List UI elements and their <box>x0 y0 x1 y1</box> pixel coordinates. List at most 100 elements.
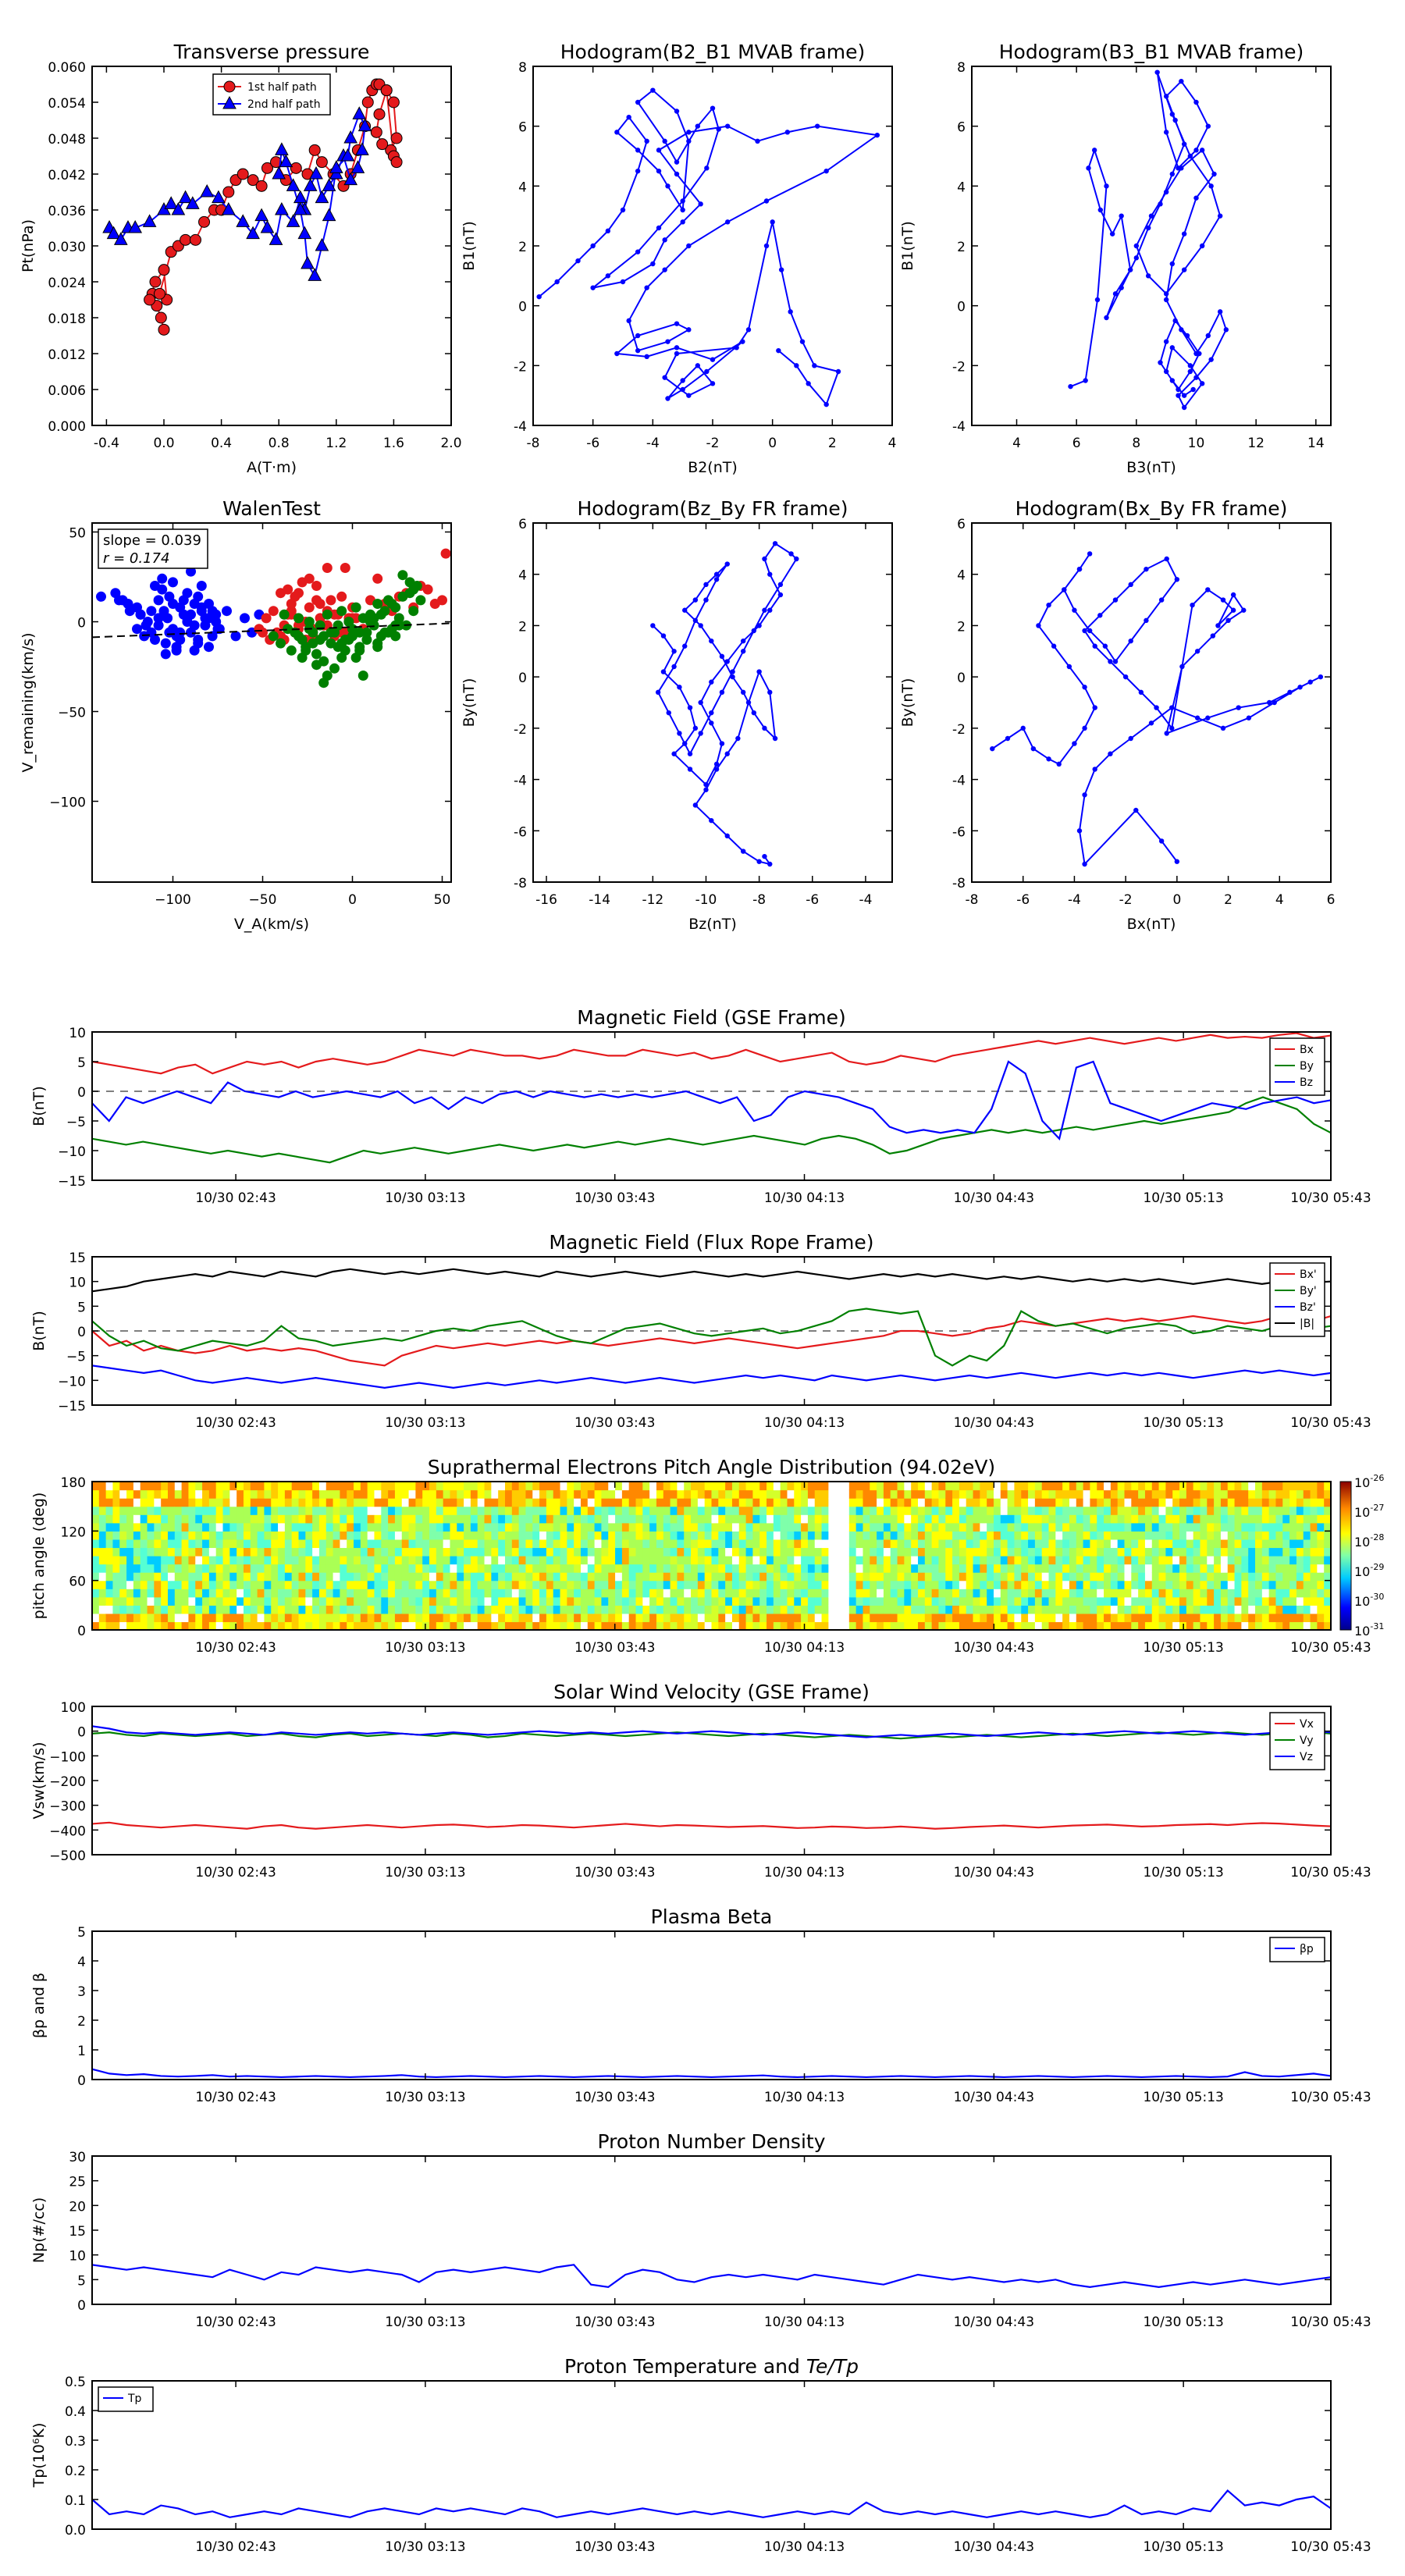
heatmap-cell <box>161 1605 169 1614</box>
heatmap-cell <box>704 1596 713 1606</box>
x-tick-label: 2 <box>1224 892 1232 908</box>
heatmap-cell <box>92 1506 100 1515</box>
data-point <box>212 190 226 204</box>
heatmap-cell <box>415 1482 423 1491</box>
heatmap-cell <box>436 1514 444 1524</box>
x-axis-label: B2(nT) <box>688 459 738 476</box>
plot-frame <box>971 522 1332 883</box>
data-point <box>1199 148 1205 153</box>
heatmap-cell <box>105 1613 114 1623</box>
heatmap-cell <box>312 1489 320 1499</box>
heatmap-cell <box>1296 1613 1304 1623</box>
heatmap-cell <box>161 1564 169 1573</box>
data-point <box>1194 649 1200 654</box>
data-point <box>1083 378 1088 383</box>
heatmap-cell <box>318 1531 327 1540</box>
heatmap-cell <box>773 1605 781 1614</box>
heatmap-cell <box>952 1613 960 1623</box>
heatmap-cell <box>807 1589 816 1598</box>
heatmap-cell <box>174 1613 183 1623</box>
heatmap-cell <box>973 1621 980 1630</box>
heatmap-cell <box>147 1531 155 1540</box>
heatmap-cell <box>291 1605 300 1614</box>
data-point <box>674 350 680 357</box>
heatmap-cell <box>436 1489 444 1499</box>
heatmap-cell <box>980 1539 987 1549</box>
data-point <box>740 849 746 854</box>
scatter-point <box>146 606 157 617</box>
heatmap-cell <box>511 1564 520 1573</box>
heatmap-cell <box>1282 1514 1290 1524</box>
plot-area <box>990 551 1324 867</box>
heatmap-cell <box>181 1589 190 1598</box>
data-point <box>1104 183 1109 189</box>
heatmap-cell <box>904 1498 912 1507</box>
heatmap-cell <box>264 1482 272 1491</box>
heatmap-cell <box>574 1506 582 1515</box>
heatmap-cell <box>553 1605 561 1614</box>
heatmap-cell <box>1034 1605 1043 1614</box>
heatmap-cell <box>767 1489 774 1499</box>
scatter-point <box>276 638 286 649</box>
heatmap-cell <box>918 1522 926 1532</box>
heatmap-cell <box>1303 1506 1311 1515</box>
heatmap-cell <box>354 1589 361 1598</box>
heatmap-cell <box>237 1547 244 1557</box>
heatmap-cell <box>305 1621 313 1630</box>
heatmap-cell <box>725 1564 733 1573</box>
heatmap-cell <box>1179 1539 1187 1549</box>
heatmap-cell <box>787 1572 795 1582</box>
scatter-point <box>261 613 272 624</box>
heatmap-cell <box>567 1522 574 1532</box>
heatmap-cell <box>408 1514 416 1524</box>
heatmap-cell <box>987 1489 994 1499</box>
heatmap-cell <box>952 1556 960 1565</box>
heatmap-cell <box>848 1564 857 1573</box>
data-point <box>735 735 741 742</box>
heatmap-cell <box>897 1514 905 1524</box>
heatmap-cell <box>477 1531 486 1540</box>
plot-area <box>92 1268 1331 1389</box>
data-point <box>1072 741 1077 746</box>
heatmap-cell <box>663 1506 671 1515</box>
heatmap-cell <box>663 1489 671 1499</box>
heatmap-cell <box>1207 1506 1215 1515</box>
x-tick-label: 10/30 04:13 <box>764 1865 845 1880</box>
heatmap-cell <box>938 1539 946 1549</box>
heatmap-cell <box>1083 1564 1091 1573</box>
heatmap-cell <box>1227 1605 1236 1614</box>
heatmap-cell <box>870 1531 877 1540</box>
heatmap-cell <box>305 1482 313 1491</box>
heatmap-cell <box>333 1564 340 1573</box>
heatmap-cell <box>594 1580 603 1589</box>
heatmap-cell <box>1090 1564 1097 1573</box>
data-point <box>1223 327 1229 333</box>
heatmap-cell <box>635 1498 643 1507</box>
heatmap-cell <box>271 1572 279 1582</box>
heatmap-cell <box>1090 1605 1097 1614</box>
data-point <box>1220 725 1226 731</box>
heatmap-cell <box>697 1531 706 1540</box>
heatmap-cell <box>1083 1522 1091 1532</box>
heatmap-cell <box>1303 1580 1311 1589</box>
data-point <box>293 201 308 215</box>
data-point <box>1092 767 1097 772</box>
data-point <box>1318 674 1324 680</box>
heatmap-cell <box>725 1580 733 1589</box>
heatmap-cell <box>457 1489 464 1499</box>
data-point <box>315 156 328 169</box>
heatmap-cell <box>1158 1539 1166 1549</box>
data-point <box>709 710 714 716</box>
heatmap-cell <box>924 1482 933 1491</box>
heatmap-cell <box>491 1482 499 1491</box>
data-point <box>1112 597 1119 603</box>
heatmap-cell <box>1268 1531 1277 1540</box>
heatmap-cell <box>759 1514 767 1524</box>
heatmap-cell <box>250 1605 258 1614</box>
data-point <box>730 674 735 680</box>
heatmap-cell <box>457 1506 464 1515</box>
heatmap-cell <box>567 1589 574 1598</box>
heatmap-cell <box>491 1572 499 1582</box>
data-point <box>1082 628 1087 634</box>
chart-title: Plasma Beta <box>651 1905 773 1928</box>
